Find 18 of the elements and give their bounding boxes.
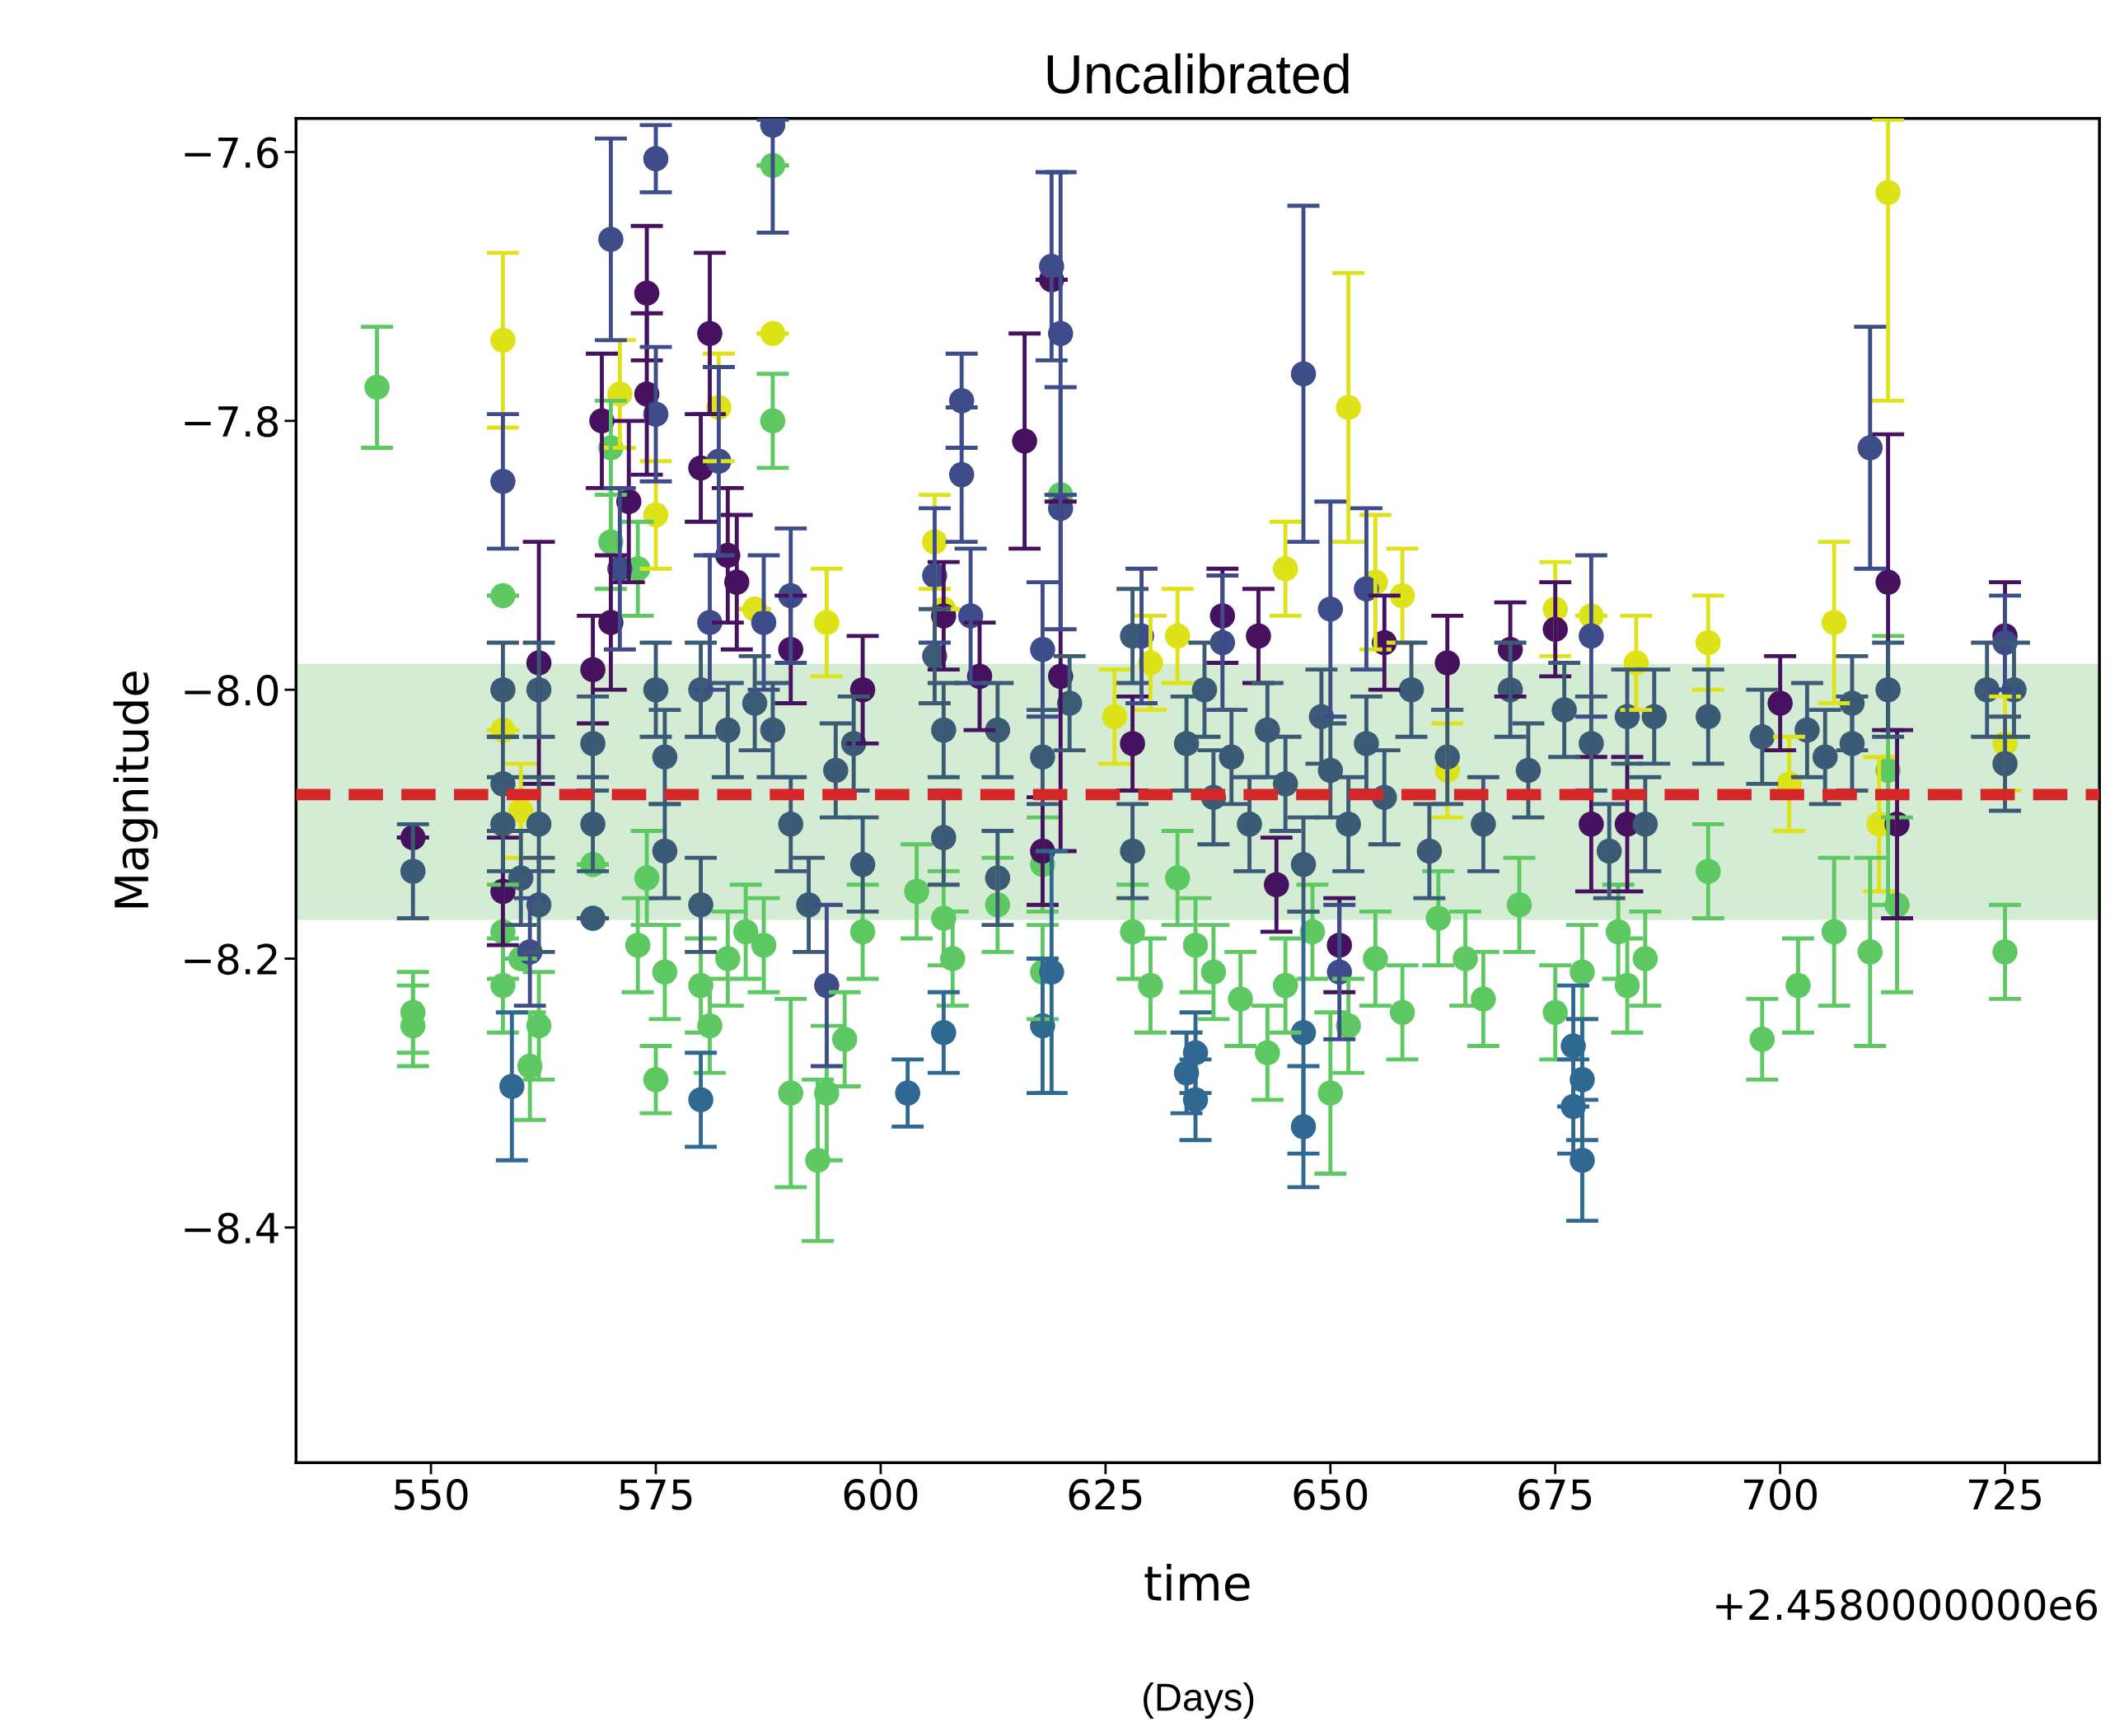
x-tick-label: 650 <box>1294 1478 1368 1510</box>
text: (Days) <box>1144 1682 1254 1719</box>
x-tick-label: 625 <box>1069 1478 1142 1510</box>
x-tick-label: 600 <box>844 1478 918 1510</box>
x-tick-label: 550 <box>395 1478 468 1510</box>
y-tick-label: −8.4 <box>185 1212 278 1244</box>
text: +2.4580000000e6 <box>1716 1589 2098 1621</box>
x-tick-label: 725 <box>1968 1478 2041 1510</box>
x-tick-label: 700 <box>1744 1478 1818 1510</box>
x-axis-title: time <box>1144 1564 1250 1602</box>
y-tick-label: −7.6 <box>185 137 278 169</box>
x-tick-label: 675 <box>1518 1478 1592 1510</box>
x-tick-label: 575 <box>620 1479 692 1510</box>
chart-title: Uncalibrated <box>1047 53 1349 94</box>
y-tick-label: −7.8 <box>185 405 278 438</box>
y-tick-label: −8.0 <box>185 675 278 706</box>
y-axis-title: Magnitude <box>113 671 158 908</box>
y-tick-label: −8.2 <box>185 943 277 976</box>
